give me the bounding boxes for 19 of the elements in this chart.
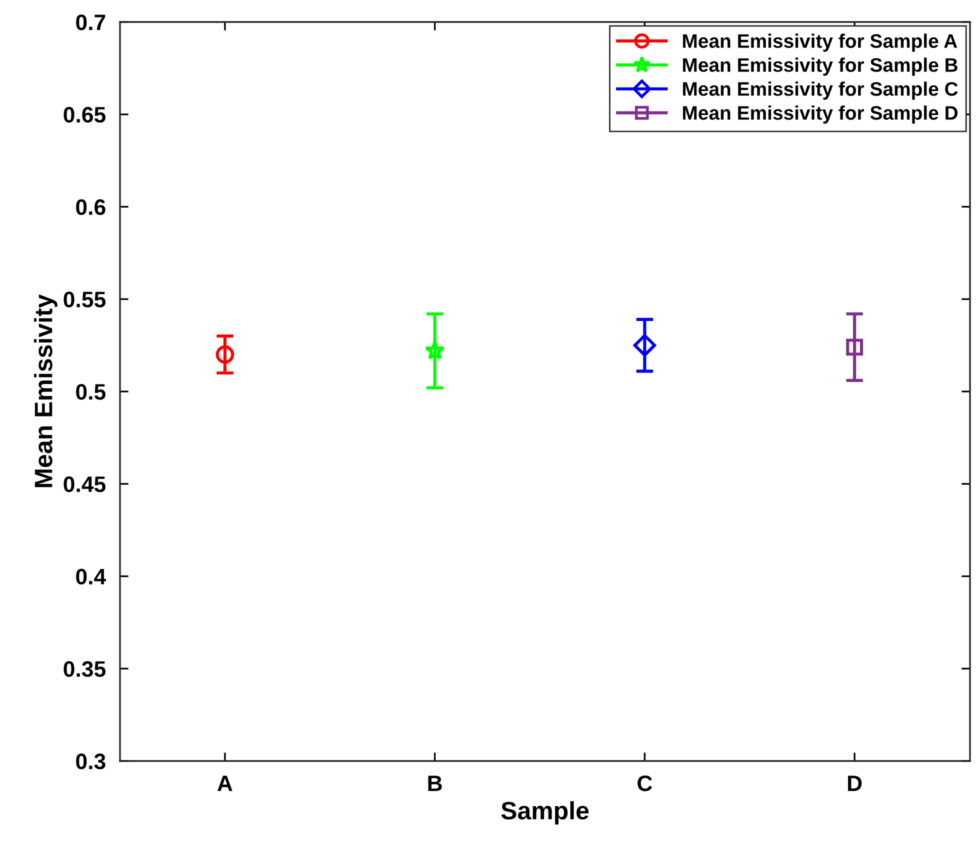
legend-label: Mean Emissivity for Sample D (683, 106, 958, 124)
x-tick-label: A (217, 776, 232, 791)
y-tick-label: 0.7 (76, 14, 106, 30)
y-tick-label: 0.3 (76, 754, 106, 770)
x-tick-label: C (638, 775, 652, 792)
y-tick-label: 0.4 (76, 568, 106, 585)
y-tick-label: 0.35 (64, 661, 106, 677)
legend-label: Mean Emissivity for Sample A (683, 34, 958, 52)
legend-label: Mean Emissivity for Sample C (683, 82, 958, 100)
x-tick-label: D (848, 776, 862, 791)
y-tick-label: 0.5 (76, 384, 106, 400)
y-tick-label: 0.45 (64, 476, 106, 492)
x-axis-title: Sample (501, 801, 589, 824)
y-tick-label: 0.55 (64, 292, 106, 308)
y-tick-label: 0.6 (76, 199, 106, 216)
x-tick-label: B (428, 776, 442, 791)
legend-label: Mean Emissivity for Sample B (683, 58, 958, 76)
y-axis-title: Mean Emissivity (34, 294, 58, 488)
y-tick-label: 0.65 (64, 106, 106, 123)
